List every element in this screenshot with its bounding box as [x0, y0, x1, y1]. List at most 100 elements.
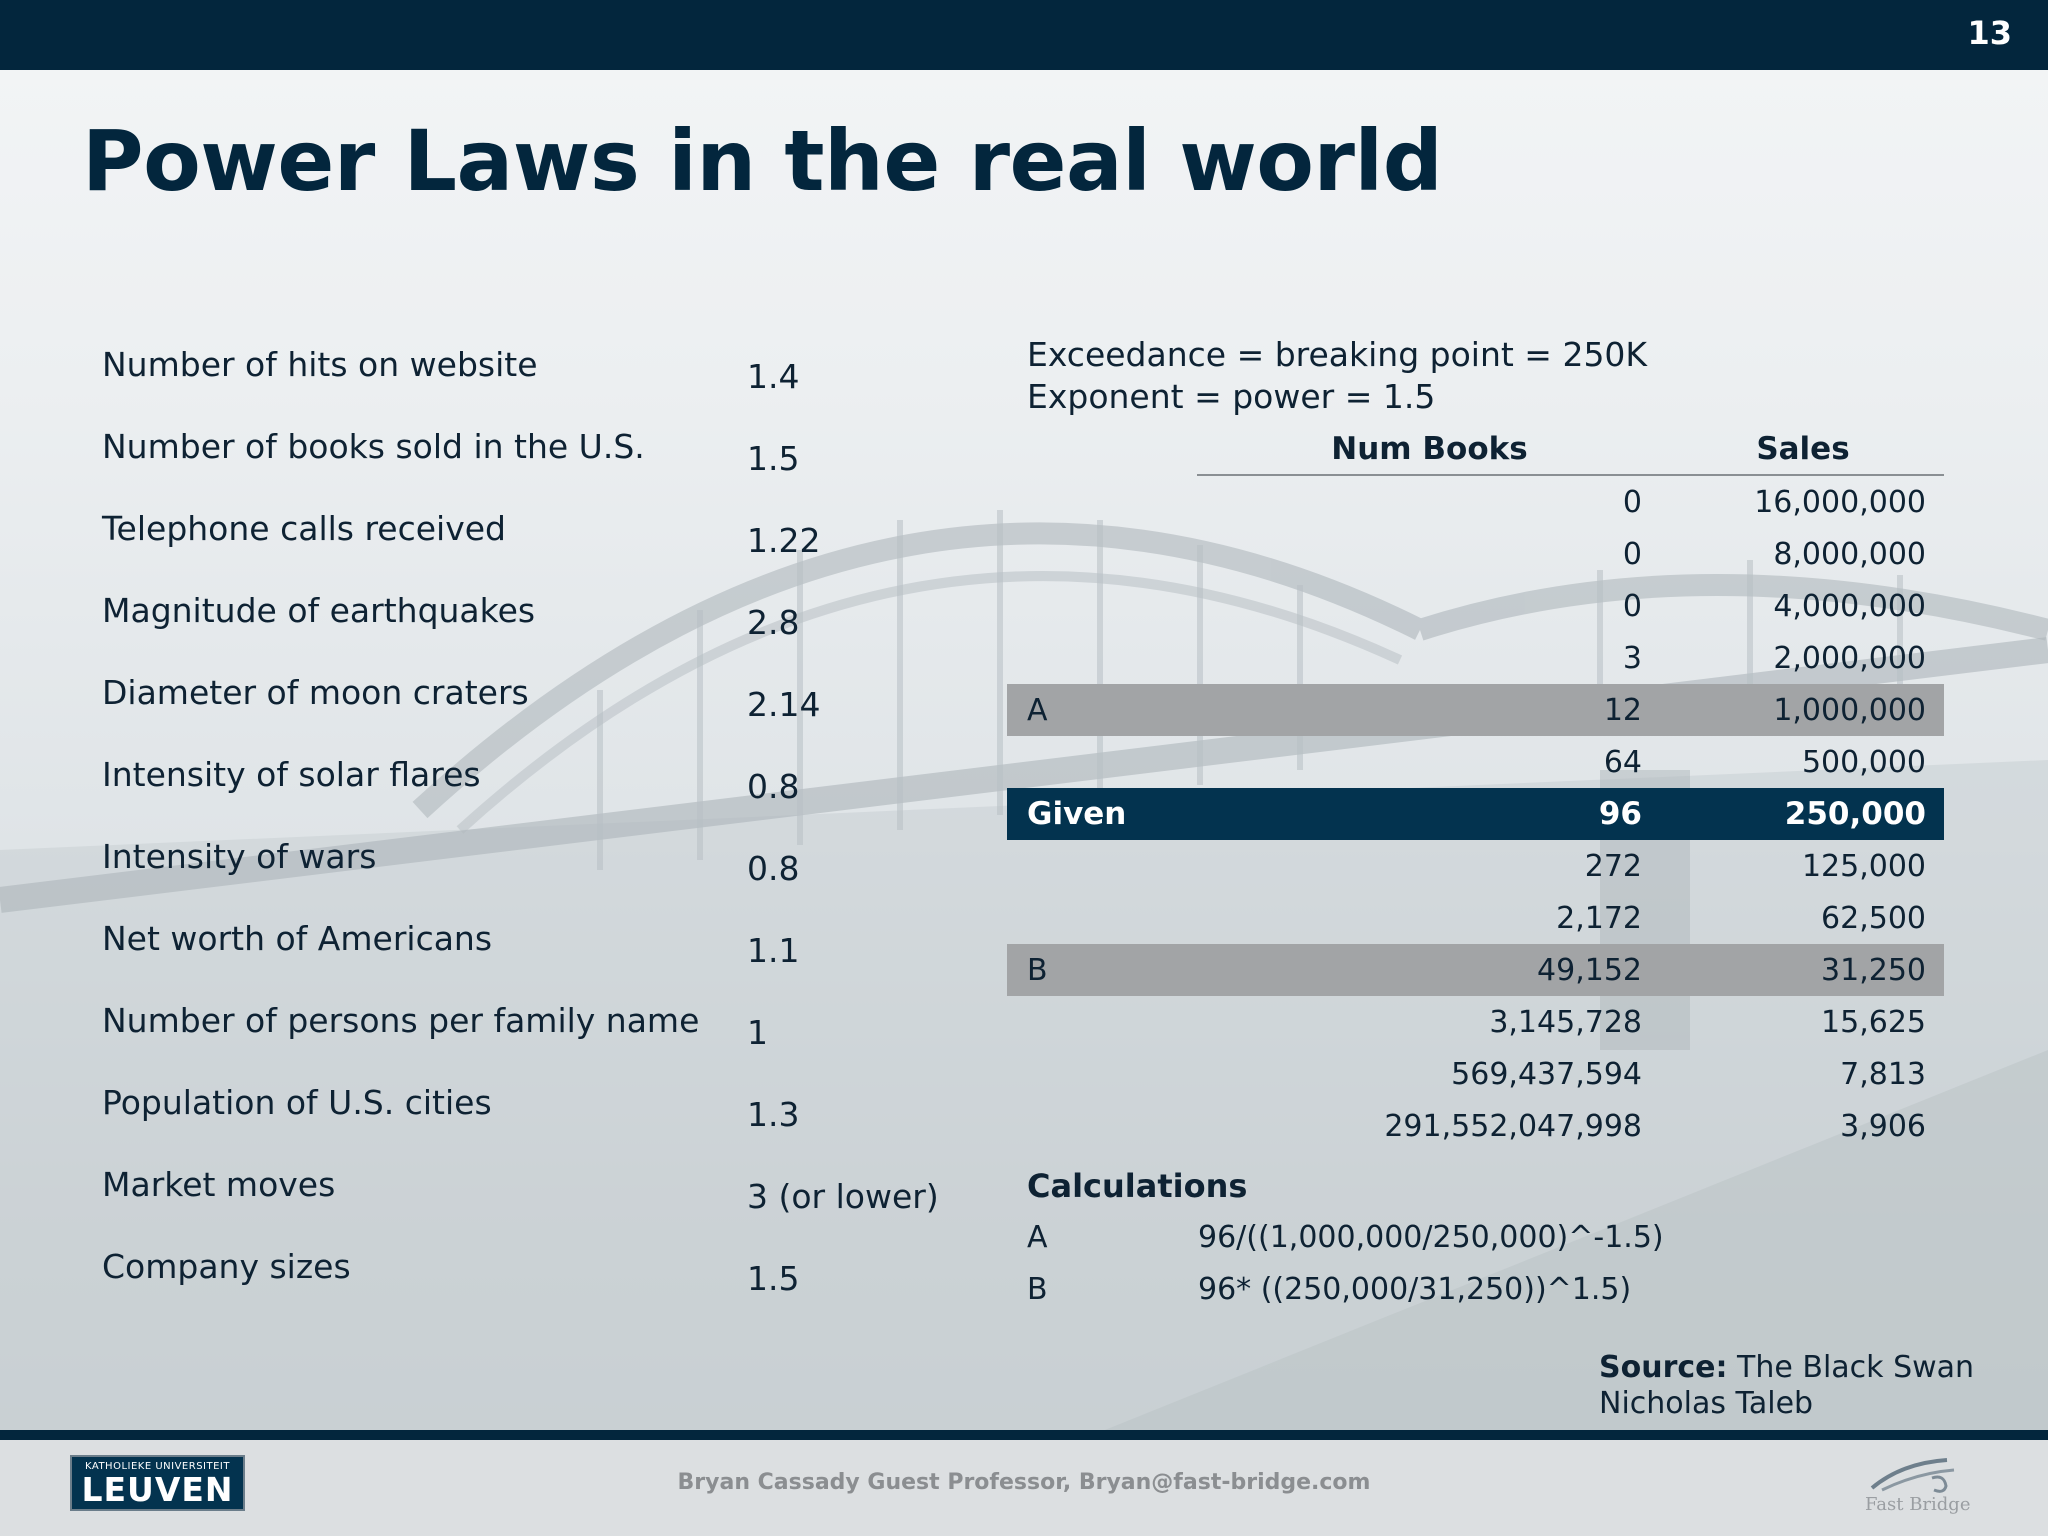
power-law-label: Telephone calls received: [102, 509, 507, 548]
num-books-cell: 569,437,594: [1451, 1056, 1642, 1092]
row-label: Given: [1007, 788, 1197, 840]
power-law-row: Number of persons per family name 1: [102, 991, 982, 1073]
power-law-row: Company sizes 1.5: [102, 1237, 982, 1319]
row-label: B: [1007, 944, 1197, 996]
num-books-cell: 272: [1584, 848, 1642, 884]
num-books-cell: 2,172: [1556, 900, 1642, 936]
sales-header: Sales: [1662, 424, 1944, 476]
row-label: [1007, 1048, 1197, 1100]
source-author: Nicholas Taleb: [1599, 1386, 1814, 1421]
sales-cell: 4,000,000: [1773, 588, 1926, 624]
bridge-background-image: [0, 510, 2048, 1432]
power-law-label: Magnitude of earthquakes: [102, 591, 536, 630]
books-sales-table: Num Books Sales 0 16,000,000 0 8,000,000 0 4,…: [1007, 424, 1944, 1152]
table-header-blank: [1007, 424, 1197, 475]
table-header-row: Num Books Sales: [1007, 424, 1944, 476]
power-law-row: Number of hits on website 1.4: [102, 335, 982, 417]
table-row: 64 500,000: [1007, 736, 1944, 788]
power-law-label: Market moves: [102, 1165, 336, 1204]
power-law-row: Market moves 3 (or lower): [102, 1155, 982, 1237]
calculations-title: Calculations: [1027, 1167, 1248, 1205]
power-law-exponent: 1: [747, 1013, 768, 1052]
power-law-exponent: 0.8: [747, 849, 800, 888]
exceedance-info: Exceedance = breaking point = 250K Expon…: [1027, 334, 1647, 418]
power-law-row: Magnitude of earthquakes 2.8: [102, 581, 982, 663]
num-books-cell: 291,552,047,998: [1384, 1108, 1642, 1144]
slide-title: Power Laws in the real world: [82, 112, 1443, 210]
table-row: 3,145,728 15,625: [1007, 996, 1944, 1048]
footer: KATHOLIEKE UNIVERSITEIT LEUVEN Bryan Cas…: [0, 1440, 2048, 1536]
power-law-label: Number of persons per family name: [102, 1001, 700, 1040]
power-law-row: Diameter of moon craters 2.14: [102, 663, 982, 745]
num-books-cell: 49,152: [1197, 944, 1662, 996]
power-law-label: Population of U.S. cities: [102, 1083, 492, 1122]
power-law-label: Intensity of solar flares: [102, 755, 481, 794]
row-label: [1007, 1100, 1197, 1152]
table-row: 272 125,000: [1007, 840, 1944, 892]
sales-cell: 500,000: [1801, 744, 1926, 780]
power-law-row: Number of books sold in the U.S. 1.5: [102, 417, 982, 499]
power-law-label: Number of books sold in the U.S.: [102, 427, 645, 466]
sales-cell: 3,906: [1840, 1108, 1926, 1144]
num-books-header: Num Books: [1197, 424, 1662, 476]
sales-cell: 125,000: [1801, 848, 1926, 884]
sales-cell: 1,000,000: [1662, 684, 1944, 736]
power-law-label: Intensity of wars: [102, 837, 377, 876]
table-row: B 49,152 31,250: [1007, 944, 1944, 996]
source-book: The Black Swan: [1737, 1350, 1975, 1385]
power-law-label: Diameter of moon craters: [102, 673, 529, 712]
row-label: [1007, 996, 1197, 1048]
power-law-row: Population of U.S. cities 1.3: [102, 1073, 982, 1155]
num-books-cell: 64: [1603, 744, 1642, 780]
power-law-exponent: 3 (or lower): [747, 1177, 939, 1216]
power-law-exponent: 1.3: [747, 1095, 800, 1134]
power-law-row: Telephone calls received 1.22: [102, 499, 982, 581]
table-row: 0 8,000,000: [1007, 528, 1944, 580]
source-citation: Source: The Black Swan Nicholas Taleb: [1599, 1350, 1974, 1422]
sales-cell: 16,000,000: [1754, 484, 1926, 520]
power-law-row: Net worth of Americans 1.1: [102, 909, 982, 991]
footer-divider: [0, 1430, 2048, 1440]
logo-big-text: LEUVEN: [81, 1470, 234, 1509]
power-law-exponent: 1.22: [747, 521, 821, 560]
row-label: [1007, 632, 1197, 684]
power-law-list: Number of hits on website 1.4 Number of bo…: [102, 335, 982, 1319]
sales-cell: 15,625: [1821, 1004, 1926, 1040]
footer-contact: Bryan Cassady Guest Professor, Bryan@fas…: [677, 1470, 1371, 1495]
num-books-cell: 0: [1622, 536, 1642, 572]
table-row: 3 2,000,000: [1007, 632, 1944, 684]
sales-cell: 31,250: [1662, 944, 1944, 996]
logo-small-text: KATHOLIEKE UNIVERSITEIT: [85, 1461, 230, 1472]
calculation-formula: 96* ((250,000/31,250))^1.5): [1198, 1272, 1632, 1307]
power-law-exponent: 2.14: [747, 685, 821, 724]
calculation-formula: 96/((1,000,000/250,000)^-1.5): [1198, 1220, 1664, 1255]
power-law-exponent: 1.5: [747, 439, 800, 478]
row-label: [1007, 840, 1197, 892]
power-law-exponent: 1.4: [747, 357, 800, 396]
fast-bridge-logo-text: Fast Bridge: [1865, 1494, 1971, 1515]
sales-cell: 8,000,000: [1773, 536, 1926, 572]
table-row: 2,172 62,500: [1007, 892, 1944, 944]
power-law-exponent: 1.5: [747, 1259, 800, 1298]
calculation-row: B 96* ((250,000/31,250))^1.5): [1027, 1264, 1727, 1316]
power-law-exponent: 0.8: [747, 767, 800, 806]
top-bar: 13: [0, 0, 2048, 70]
calculation-label: B: [1027, 1272, 1048, 1307]
exceedance-line: Exceedance = breaking point = 250K: [1027, 335, 1648, 374]
power-law-row: Intensity of solar flares 0.8: [102, 745, 982, 827]
power-law-exponent: 1.1: [747, 931, 800, 970]
exponent-line: Exponent = power = 1.5: [1027, 377, 1436, 416]
num-books-cell: 3: [1622, 640, 1642, 676]
table-row: 291,552,047,998 3,906: [1007, 1100, 1944, 1152]
num-books-cell: 3,145,728: [1489, 1004, 1642, 1040]
table-row: 0 16,000,000: [1007, 475, 1944, 528]
table-row: 0 4,000,000: [1007, 580, 1944, 632]
num-books-cell: 96: [1197, 788, 1662, 840]
page-number: 13: [1967, 14, 2012, 52]
fast-bridge-logo-icon: [1870, 1458, 1955, 1493]
calculation-label: A: [1027, 1220, 1048, 1255]
sales-cell: 7,813: [1840, 1056, 1926, 1092]
row-label: [1007, 528, 1197, 580]
power-law-label: Number of hits on website: [102, 345, 538, 384]
table-row: Given 96 250,000: [1007, 788, 1944, 840]
